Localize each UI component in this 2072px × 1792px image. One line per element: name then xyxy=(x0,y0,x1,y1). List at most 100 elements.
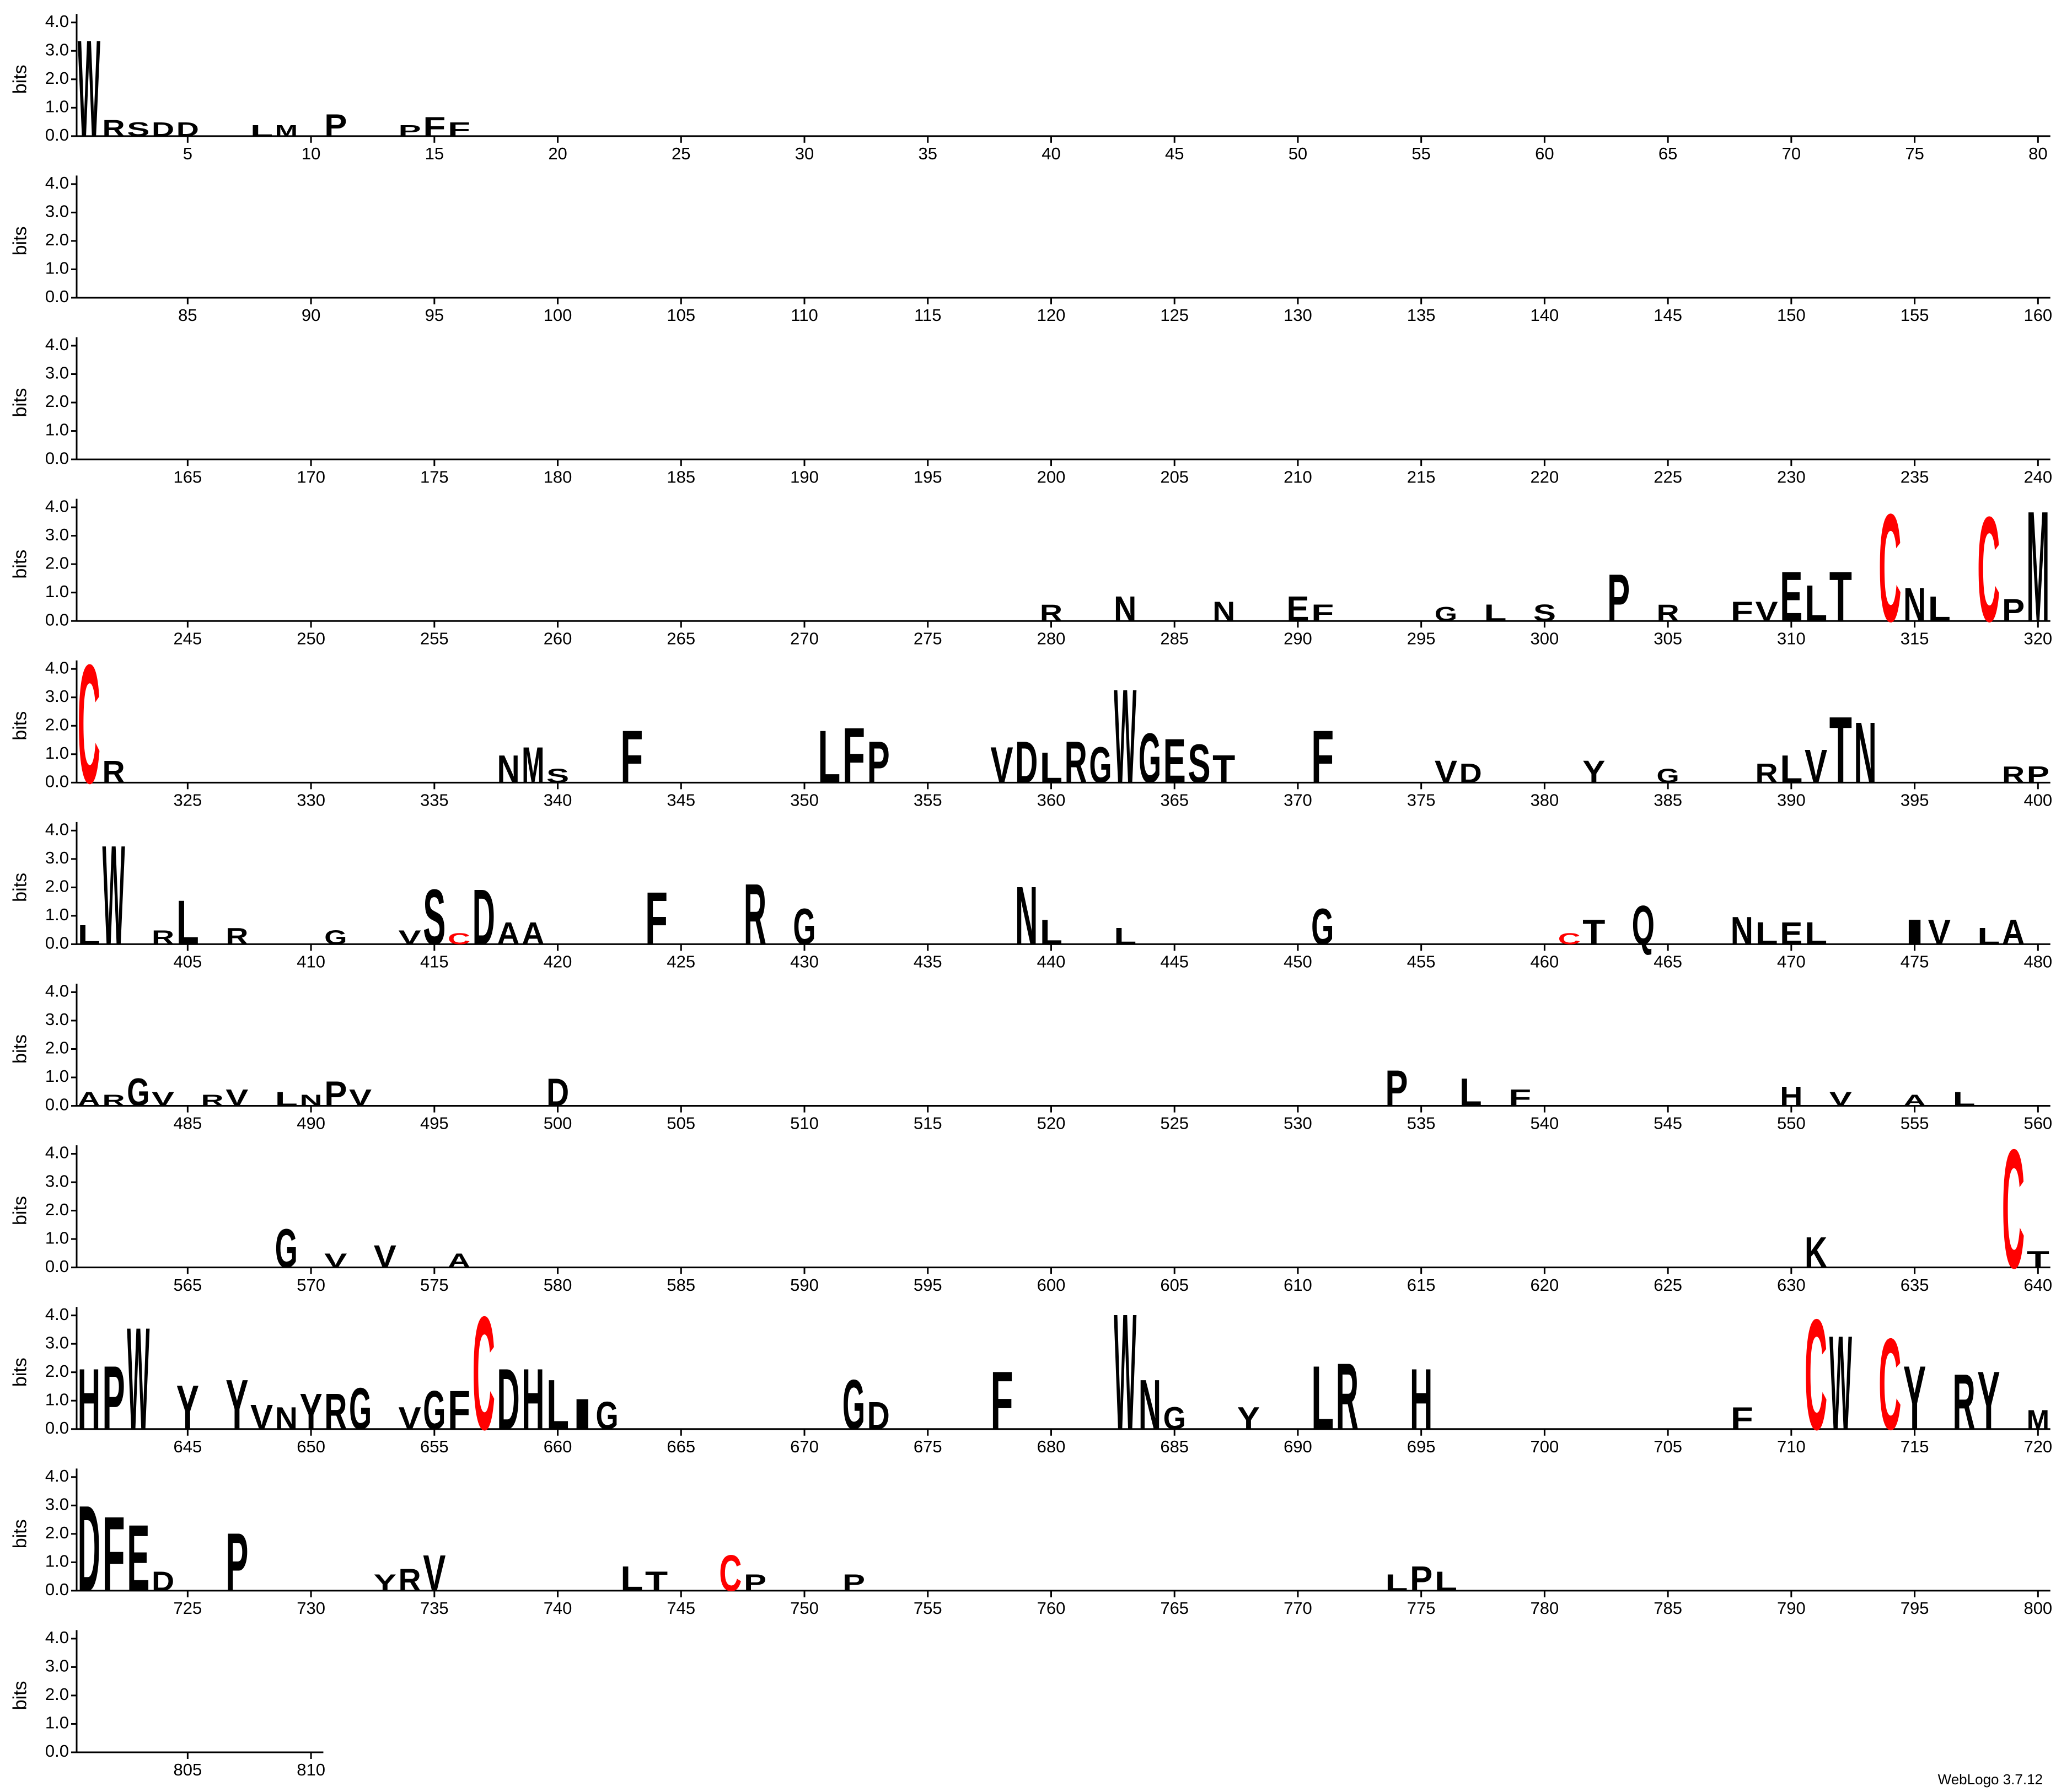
y-tick-label: 3.0 xyxy=(45,1656,69,1676)
letter: P xyxy=(842,1569,865,1596)
x-tick-label: 430 xyxy=(790,952,819,972)
letter: K xyxy=(1805,1228,1827,1276)
letter: F xyxy=(1731,1401,1753,1436)
x-tick-label: 680 xyxy=(1037,1437,1066,1456)
x-tick-label: 570 xyxy=(297,1275,325,1295)
letter: L xyxy=(1805,916,1827,951)
letter: Y xyxy=(226,1365,248,1445)
letter: N xyxy=(1015,870,1038,962)
letter: C xyxy=(473,1283,495,1464)
x-tick-label: 710 xyxy=(1777,1437,1806,1456)
x-tick-label: 785 xyxy=(1654,1598,1682,1618)
letter: R xyxy=(226,922,248,949)
letter: V xyxy=(423,1545,445,1602)
x-tick-label: 365 xyxy=(1160,791,1189,810)
y-tick-label: 1.0 xyxy=(45,1552,69,1571)
x-tick-label: 525 xyxy=(1160,1114,1189,1133)
x-tick-label: 385 xyxy=(1654,791,1682,810)
footer: WebLogo 3.7.12 xyxy=(1938,1771,2043,1788)
x-tick-label: 255 xyxy=(420,629,449,648)
letter: L xyxy=(1780,747,1802,791)
x-tick-label: 200 xyxy=(1037,467,1066,486)
letter: H xyxy=(78,1351,100,1448)
y-tick-label: 0.0 xyxy=(45,448,69,468)
letter: I xyxy=(571,1389,594,1438)
letter: W xyxy=(103,815,125,974)
x-tick-label: 580 xyxy=(544,1275,572,1295)
x-tick-label: 235 xyxy=(1901,467,1929,486)
letter: L xyxy=(275,1088,298,1110)
x-tick-label: 275 xyxy=(914,629,942,648)
x-tick-label: 640 xyxy=(2023,1275,2052,1295)
x-tick-label: 30 xyxy=(795,144,814,163)
x-tick-label: 145 xyxy=(1654,305,1682,325)
y-tick-label: 4.0 xyxy=(45,12,69,31)
x-tick-label: 705 xyxy=(1654,1437,1682,1456)
y-tick-label: 4.0 xyxy=(45,1628,69,1647)
x-tick-label: 5 xyxy=(183,144,192,163)
letter: R xyxy=(201,1092,224,1109)
letter: G xyxy=(1163,1401,1186,1436)
letter: G xyxy=(423,1380,445,1441)
letter: L xyxy=(1756,916,1778,951)
letter: H xyxy=(1780,1081,1802,1112)
x-tick-label: 405 xyxy=(173,952,202,972)
letter: L xyxy=(546,1365,569,1445)
x-tick-label: 85 xyxy=(178,305,197,325)
x-tick-label: 780 xyxy=(1531,1598,1559,1618)
x-tick-label: 735 xyxy=(420,1598,449,1618)
letter: V xyxy=(398,1401,421,1436)
letter: L xyxy=(1385,1569,1408,1596)
x-tick-label: 750 xyxy=(790,1598,819,1618)
x-tick-label: 320 xyxy=(2023,629,2052,648)
x-tick-label: 280 xyxy=(1037,629,1066,648)
x-tick-label: 760 xyxy=(1037,1598,1066,1618)
letter: C xyxy=(1805,1286,1827,1463)
letter: F xyxy=(645,877,668,961)
x-tick-label: 40 xyxy=(1042,144,1060,163)
x-tick-label: 495 xyxy=(420,1114,449,1133)
x-tick-label: 215 xyxy=(1407,467,1436,486)
letter: L xyxy=(1953,1088,1976,1110)
x-tick-label: 575 xyxy=(420,1275,449,1295)
y-tick-label: 0.0 xyxy=(45,125,69,144)
letter: D xyxy=(497,1351,519,1448)
letter: V xyxy=(398,927,421,949)
letter: N xyxy=(1854,705,1877,802)
y-axis-label: bits xyxy=(9,388,30,417)
letter: W xyxy=(78,11,100,166)
x-tick-label: 250 xyxy=(297,629,325,648)
letter: Y xyxy=(176,1373,199,1443)
x-tick-label: 135 xyxy=(1407,305,1436,325)
y-axis-label: bits xyxy=(9,65,30,94)
letter: V xyxy=(1435,754,1457,790)
x-tick-label: 345 xyxy=(667,791,695,810)
x-tick-label: 755 xyxy=(914,1598,942,1618)
letter: T xyxy=(645,1566,668,1597)
letter: D xyxy=(1459,758,1482,788)
letter: G xyxy=(127,1070,149,1114)
letter: V xyxy=(1928,913,1951,952)
x-tick-label: 205 xyxy=(1160,467,1189,486)
x-tick-label: 625 xyxy=(1654,1275,1682,1295)
letter: S xyxy=(546,765,569,787)
x-tick-label: 290 xyxy=(1284,629,1312,648)
x-tick-label: 410 xyxy=(297,952,325,972)
letter: V xyxy=(1829,1088,1853,1110)
letter: A xyxy=(448,1250,470,1272)
letter: R xyxy=(1336,1344,1359,1450)
letter: D xyxy=(152,1566,174,1597)
x-tick-label: 455 xyxy=(1407,952,1436,972)
x-tick-label: 285 xyxy=(1160,629,1189,648)
letter: R xyxy=(2002,761,2025,787)
letter: L xyxy=(176,888,199,958)
y-axis-label: bits xyxy=(9,873,30,902)
y-tick-label: 3.0 xyxy=(45,525,69,544)
x-tick-label: 120 xyxy=(1037,305,1066,325)
x-tick-label: 490 xyxy=(297,1114,325,1133)
letter: R xyxy=(103,754,125,790)
x-tick-label: 475 xyxy=(1901,952,1929,972)
letter: V xyxy=(250,1397,273,1437)
letter: F xyxy=(1311,715,1334,799)
letter: I xyxy=(1903,913,1926,952)
